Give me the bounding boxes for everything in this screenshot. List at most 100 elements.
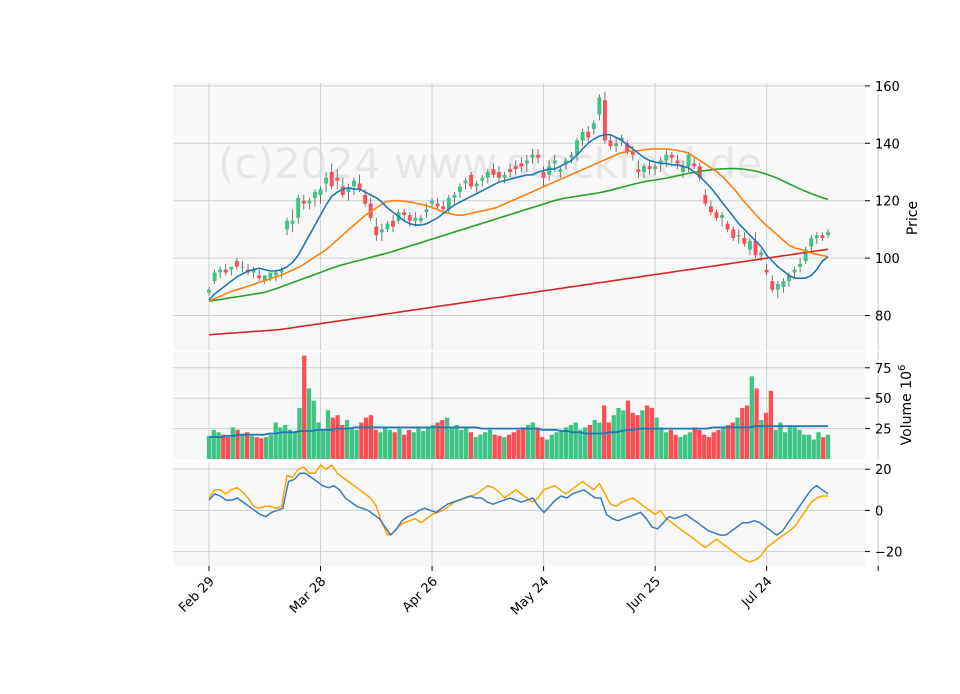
- volume-bar: [406, 429, 412, 459]
- volume-bar: [421, 431, 426, 459]
- candle-body: [714, 212, 719, 218]
- x-tick-label: Jul 24: [738, 574, 775, 611]
- osc-y-tick-label: 20: [875, 463, 892, 478]
- volume-bar: [302, 355, 307, 459]
- volume-bar: [535, 427, 540, 459]
- volume-bar: [440, 420, 445, 459]
- volume-bar: [268, 434, 274, 459]
- volume-average-line: [209, 425, 828, 439]
- volume-bar: [783, 432, 788, 459]
- candle-body: [742, 238, 747, 244]
- candle-body: [229, 266, 234, 270]
- candle-body: [524, 160, 529, 164]
- candle-body: [591, 123, 596, 129]
- price-axis-label: Price: [905, 201, 921, 235]
- candle-body: [814, 235, 819, 239]
- volume-bar: [316, 422, 321, 459]
- volume-bar: [730, 422, 735, 459]
- price-y-tick-label: 80: [875, 310, 892, 325]
- candle-body: [290, 220, 295, 224]
- candle-body: [374, 226, 379, 236]
- volume-bar: [516, 429, 521, 459]
- volume-bar: [387, 429, 393, 459]
- candle-body: [636, 169, 641, 172]
- candle-body: [497, 172, 501, 178]
- volume-bar: [549, 434, 554, 459]
- volume-bar: [359, 422, 364, 459]
- candle-body: [653, 166, 658, 170]
- volume-bar: [587, 424, 593, 459]
- candle-body: [569, 154, 574, 158]
- candle-body: [452, 194, 457, 198]
- volume-bar: [506, 434, 512, 459]
- volume-bar: [644, 405, 650, 459]
- candle-body: [809, 238, 814, 247]
- volume-bar: [221, 434, 226, 459]
- x-tick-label: Mar 28: [287, 574, 330, 617]
- ma10-line: [208, 133, 829, 301]
- candle-body: [435, 203, 440, 207]
- volume-bar: [435, 422, 440, 459]
- ma50-line: [208, 167, 829, 302]
- candle-body: [720, 215, 724, 218]
- candle-body: [234, 261, 239, 267]
- candle-body: [608, 140, 613, 147]
- watermark: (c)2024 www.stockfeel.de: [218, 139, 762, 188]
- volume-bar: [468, 432, 474, 459]
- candle-body: [441, 206, 446, 210]
- candle-body: [491, 169, 496, 175]
- candle-body: [658, 160, 663, 164]
- candle-body: [519, 163, 524, 167]
- volume-bar: [444, 417, 450, 459]
- volume-bar: [273, 422, 278, 459]
- candle-body: [385, 223, 390, 230]
- candle-body: [826, 232, 830, 236]
- candle-body: [446, 197, 451, 210]
- volume-bar: [659, 427, 664, 459]
- volume-bar: [425, 427, 431, 459]
- volume-bar: [354, 429, 359, 459]
- volume-bar: [787, 424, 793, 459]
- volume-bar: [663, 432, 669, 459]
- candle-body: [424, 209, 429, 213]
- volume-bar: [816, 432, 821, 459]
- candle-body: [692, 163, 697, 167]
- volume-bar: [763, 412, 769, 459]
- candle-body: [580, 131, 585, 141]
- volume-bar: [254, 437, 259, 459]
- volume-bar: [459, 429, 464, 459]
- candle-body: [212, 272, 217, 282]
- candle-body: [703, 194, 708, 204]
- volume-bar: [283, 424, 288, 459]
- x-tick-label: Feb 29: [176, 574, 218, 616]
- volume-bar: [654, 417, 659, 459]
- volume-bar: [502, 437, 507, 459]
- candle-body: [747, 240, 752, 250]
- candle-body: [285, 220, 290, 230]
- candle-body: [379, 229, 384, 233]
- candle-body: [597, 97, 602, 115]
- x-tick-label: May 24: [508, 574, 552, 618]
- candle-body: [798, 263, 803, 267]
- volume-bar: [478, 434, 483, 459]
- osc-y-tick-label: −20: [875, 546, 902, 561]
- volume-bar: [635, 415, 640, 459]
- volume-bar: [383, 427, 388, 459]
- candle-body: [753, 240, 758, 256]
- volume-bar: [335, 415, 340, 459]
- volume-bar: [583, 427, 588, 459]
- candle-body: [207, 289, 211, 293]
- candle-body: [563, 160, 568, 164]
- volume-bar: [278, 427, 283, 459]
- candle-body: [268, 272, 273, 279]
- candle-body: [502, 174, 507, 178]
- candle-body: [787, 275, 791, 282]
- volume-bar: [416, 427, 421, 459]
- volume-bar: [463, 427, 469, 459]
- volume-bar: [487, 429, 493, 459]
- candle-body: [340, 186, 345, 195]
- candle-body: [262, 275, 267, 282]
- candle-body: [686, 154, 691, 167]
- volume-bar: [392, 432, 397, 459]
